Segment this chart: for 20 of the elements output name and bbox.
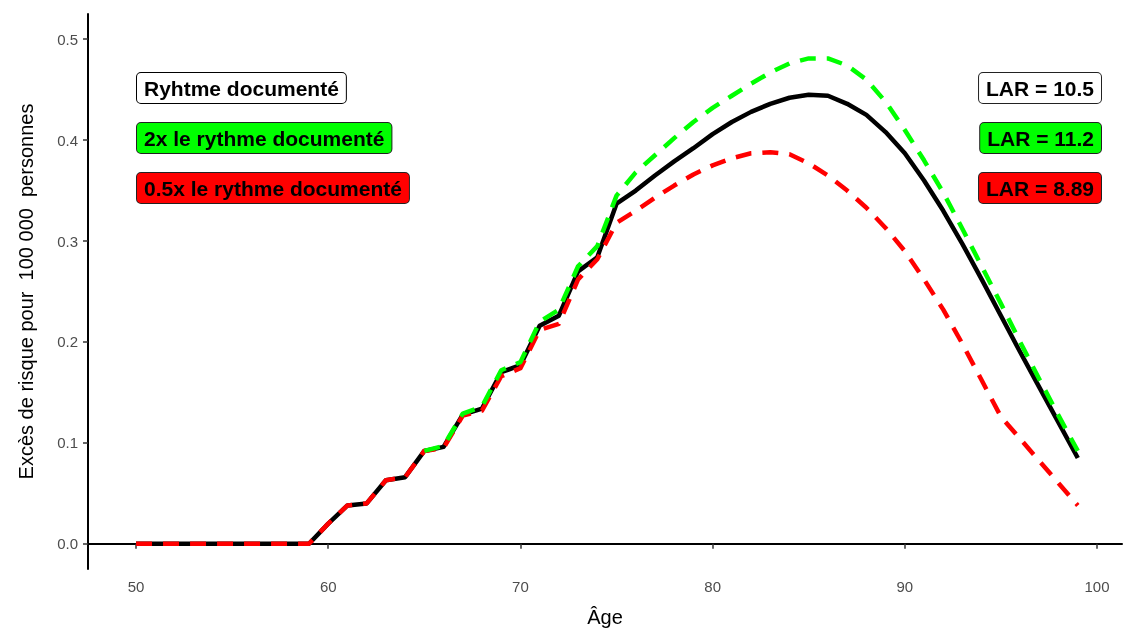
y-axis-title: Excès de risque pour 100 000 personnes — [15, 103, 37, 480]
y-tick-label: 0.2 — [57, 333, 78, 351]
x-tick-label: 60 — [319, 578, 337, 595]
x-tick-label: 50 — [127, 578, 145, 595]
y-tick-label: 0.3 — [57, 232, 78, 250]
x-tick-label: 70 — [512, 578, 529, 595]
text: Ryhtme documenté — [144, 77, 339, 100]
y-tick-label: 0.5 — [57, 30, 78, 48]
y-tick-label: 0.1 — [57, 434, 78, 452]
x-tick-label: 100 — [1084, 578, 1110, 595]
annotation: LAR = 10.5 — [986, 77, 1095, 100]
annotation: LAR = 8.89 — [986, 177, 1095, 200]
x-axis-title: Âge — [587, 606, 623, 628]
y-tick-label: 0.4 — [57, 131, 78, 149]
x-tick-label: 80 — [704, 578, 721, 595]
annotation: LAR = 11.2 — [987, 127, 1095, 150]
text: 2x le rythme documenté — [144, 127, 385, 150]
y-tick-label: 0.0 — [57, 535, 78, 553]
text: 0.5x le rythme documenté — [144, 177, 402, 200]
x-tick-label: 90 — [896, 578, 914, 595]
